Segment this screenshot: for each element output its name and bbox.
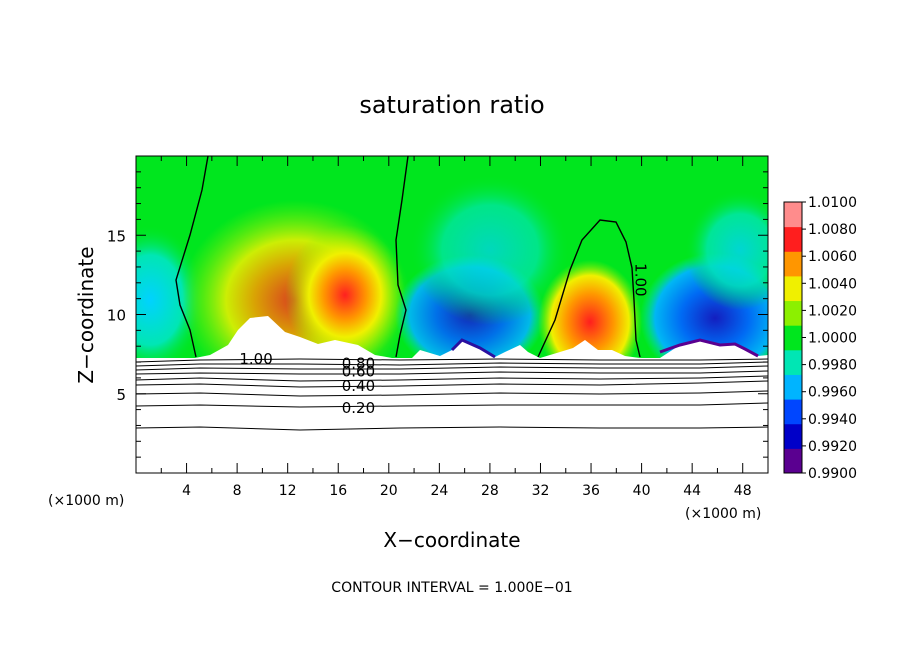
contour-label: 1.00	[239, 350, 272, 368]
colorbar-label: 1.0000	[808, 331, 857, 347]
y-tick-label: 5	[116, 386, 126, 404]
contour-label: 0.40	[342, 377, 375, 395]
contour-label: 0.60	[342, 363, 375, 381]
x-tick-label: 24	[430, 483, 448, 499]
contour-line	[136, 375, 768, 382]
contour-line	[136, 426, 768, 431]
x-tick-label: 32	[532, 483, 550, 499]
contour-1-00-a	[175, 156, 209, 358]
x-tick-label: 44	[683, 483, 701, 499]
field-cyan-right	[685, 190, 768, 310]
y-axis-label: Z−coordinate	[74, 246, 98, 383]
field-cyan-left	[136, 225, 205, 375]
x-unit-left: (×1000 m)	[48, 493, 124, 509]
contour-line	[136, 365, 768, 371]
x-tick-label: 48	[734, 483, 752, 499]
contour-line	[136, 380, 768, 388]
colorbar-bin	[784, 423, 802, 449]
contour-labels: 1.00 1.00 0.800.600.40 0.20	[239, 263, 649, 417]
colorbar-label: 0.9980	[808, 358, 857, 374]
field-unsaturated-region	[136, 316, 768, 473]
chart-title: saturation ratio	[359, 91, 544, 119]
colorbar-label: 0.9920	[808, 439, 857, 455]
colorbar-bin	[784, 226, 802, 252]
colorbar-bin	[784, 275, 802, 302]
contour-line	[136, 370, 768, 375]
colorbar-label: 1.0040	[808, 276, 857, 292]
x-tick-label: 40	[633, 483, 651, 499]
colorbar: 0.9900 0.9920 0.9940 0.9960 0.9980 1.0000 1.00…	[783, 195, 857, 482]
colorbar-bin	[784, 202, 802, 228]
contour-label: 1.00	[631, 263, 649, 296]
field-dry-edge	[659, 338, 759, 358]
x-tick-label: 12	[279, 483, 297, 499]
saturation-field	[136, 156, 768, 473]
contour-line	[136, 390, 768, 397]
x-axis: 4 8 12 16 20 24 28 32 36 40 44 48	[135, 156, 769, 499]
x-tick-label: 36	[582, 483, 600, 499]
x-unit-right: (×1000 m)	[685, 506, 761, 522]
contour-1-00-c	[537, 219, 641, 358]
colorbar-label: 0.9900	[808, 466, 857, 482]
x-tick-label: 16	[329, 483, 347, 499]
y-axis: 5 10 15	[107, 171, 768, 458]
contour-line	[136, 358, 768, 363]
colorbar-label: 1.0060	[808, 249, 857, 265]
x-tick-label: 20	[380, 483, 398, 499]
x-axis-label: X−coordinate	[383, 528, 520, 552]
contour-1-00-b	[395, 156, 409, 358]
field-cyan-middle	[410, 175, 570, 325]
colorbar-label: 1.0020	[808, 303, 857, 319]
contour-line	[136, 361, 768, 367]
contour-interval-note: CONTOUR INTERVAL = 1.000E−01	[331, 580, 572, 596]
field-warm-plume-1-core	[285, 225, 405, 365]
colorbar-label: 1.0100	[808, 195, 857, 211]
colorbar-label: 0.9960	[808, 385, 857, 401]
y-tick-label: 15	[107, 227, 126, 245]
contour-line	[136, 402, 768, 408]
lower-contours	[136, 358, 768, 431]
colorbar-bin	[784, 374, 802, 400]
colorbar-bin	[784, 300, 802, 326]
colorbar-bin	[784, 399, 802, 425]
x-tick-label: 4	[182, 483, 191, 499]
contour-label: 0.80	[342, 355, 375, 373]
colorbar-bin	[784, 325, 802, 351]
field-dry-edge-middle	[450, 338, 496, 359]
x-tick-label: 28	[481, 483, 499, 499]
colorbar-label: 1.0080	[808, 222, 857, 238]
colorbar-bin	[784, 251, 802, 277]
y-tick-label: 10	[107, 307, 126, 325]
colorbar-bin	[784, 448, 802, 474]
colorbar-label: 0.9940	[808, 412, 857, 428]
x-tick-label: 8	[233, 483, 242, 499]
contour-label: 0.20	[342, 399, 375, 417]
colorbar-bin	[784, 349, 802, 375]
